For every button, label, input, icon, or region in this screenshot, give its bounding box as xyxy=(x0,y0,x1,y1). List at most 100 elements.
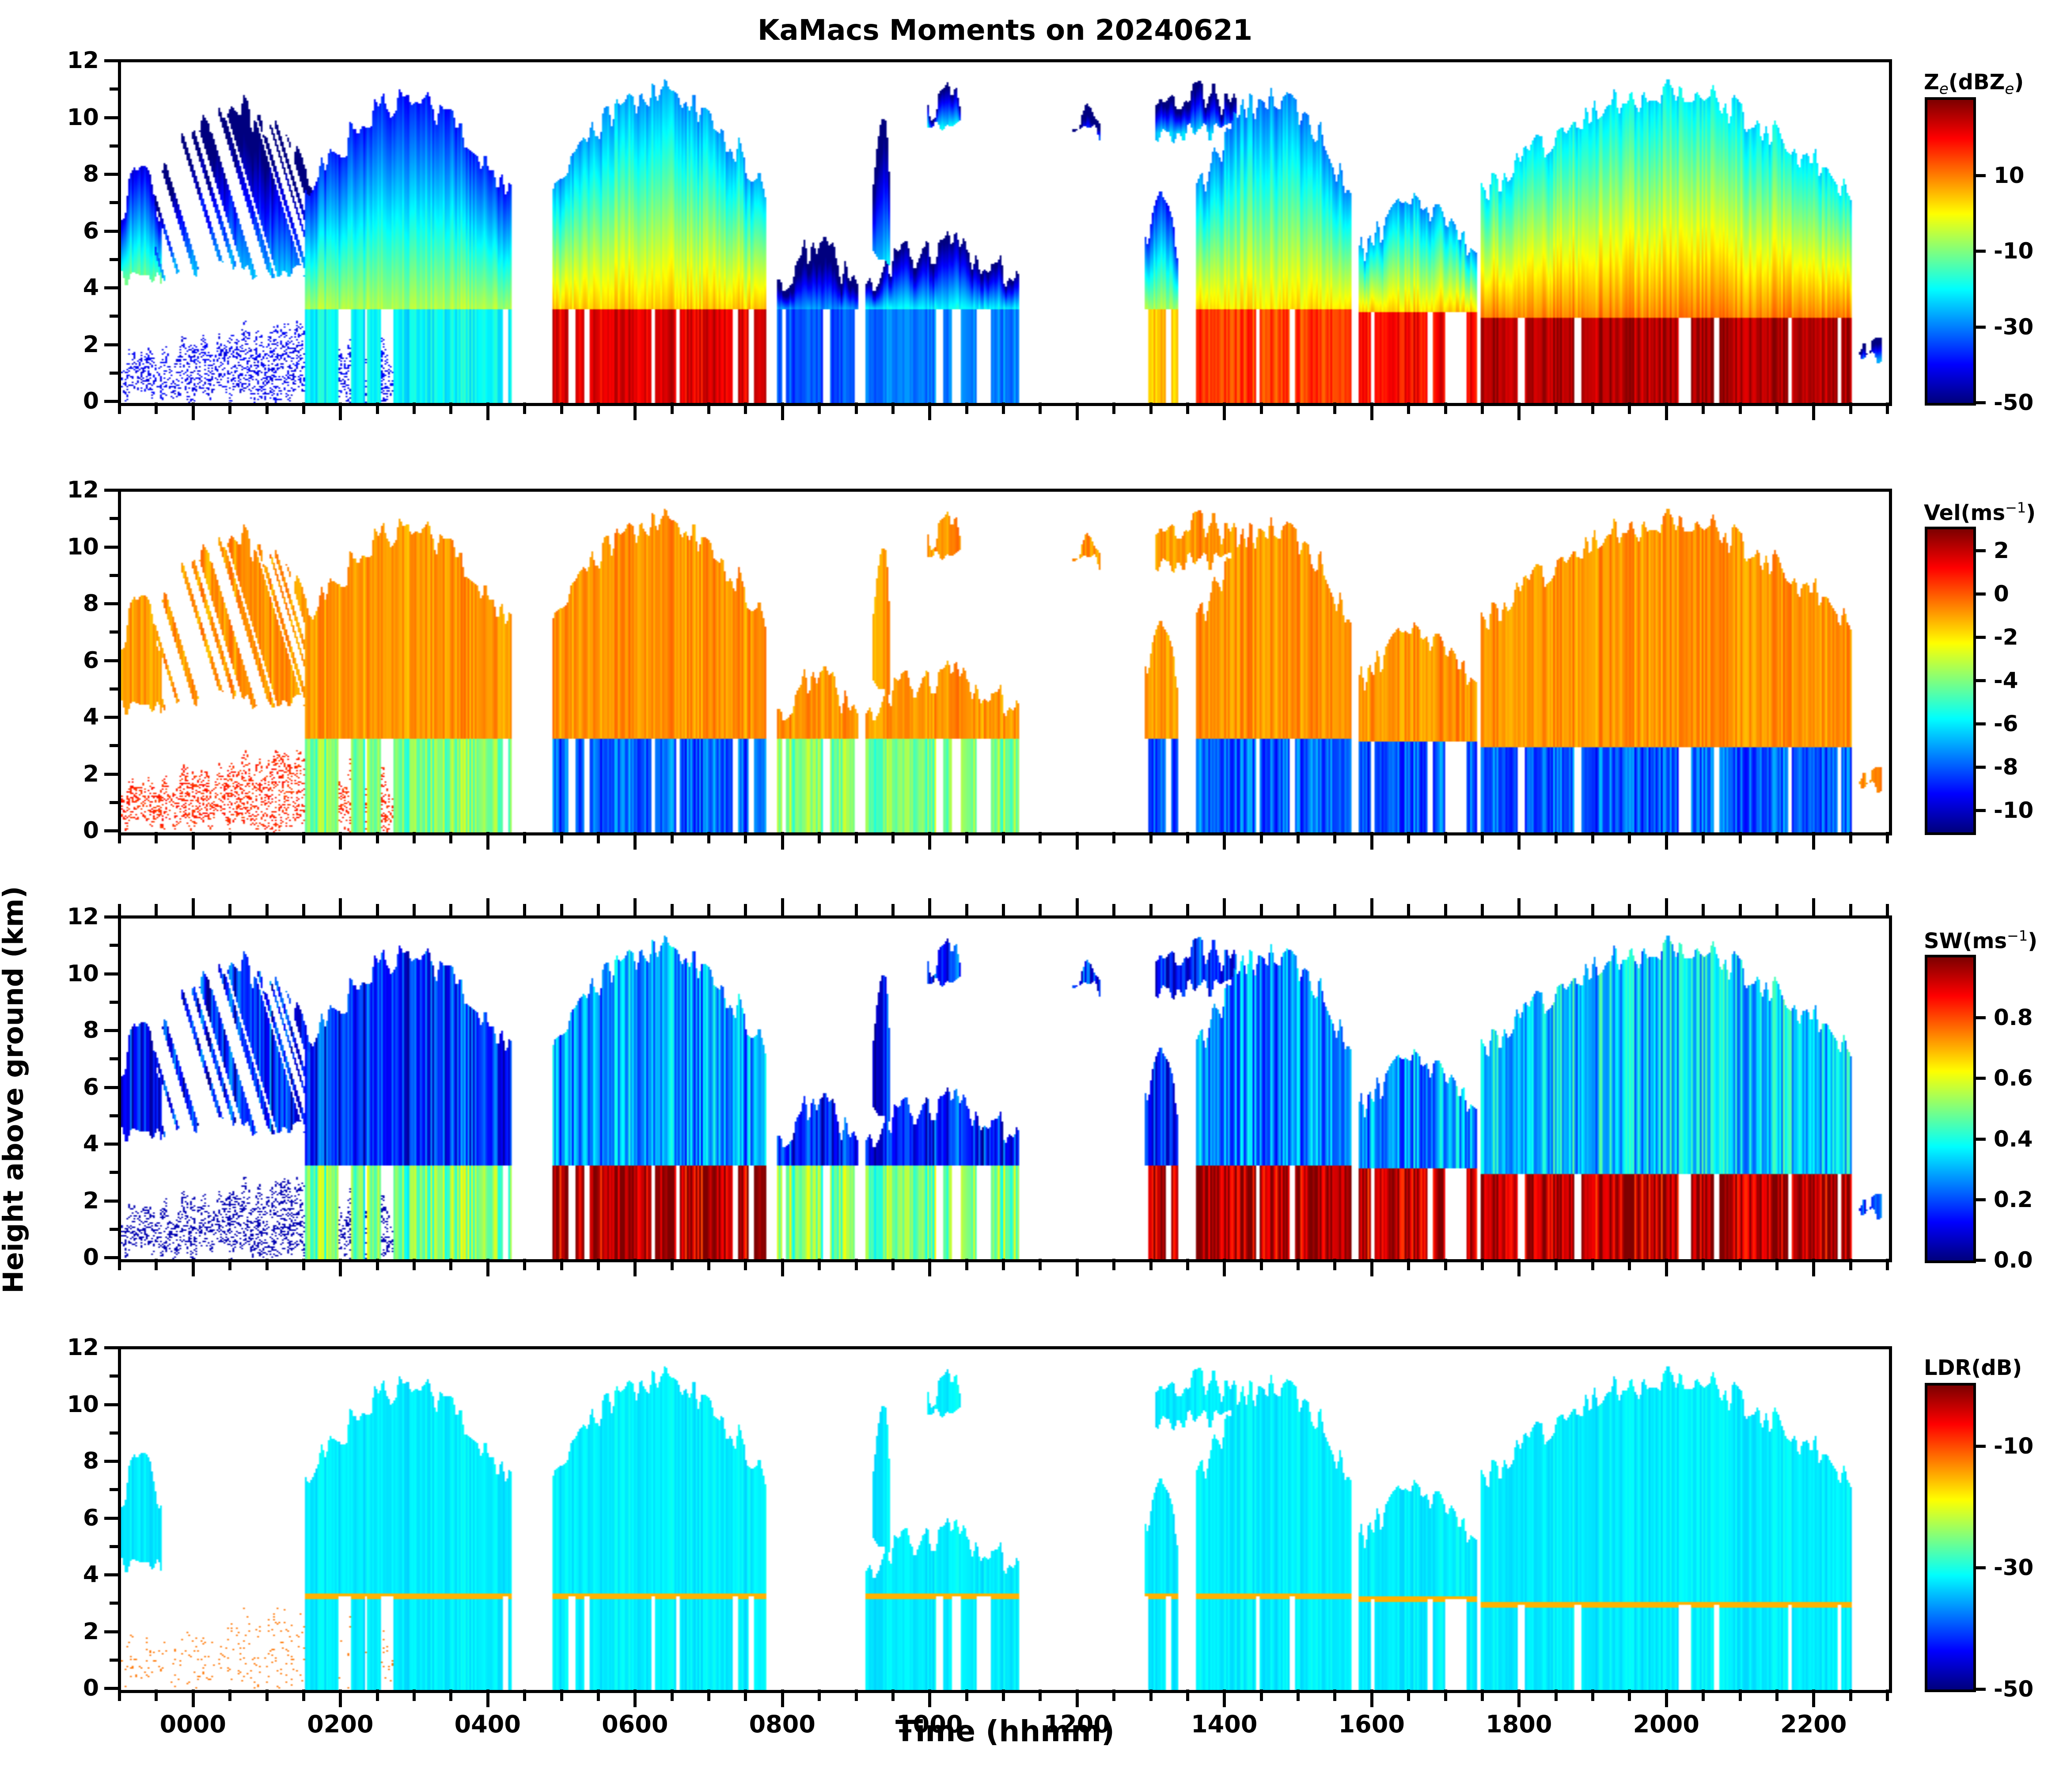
colorbar-tick-label: 0.8 xyxy=(1994,1005,2033,1031)
x-minor-tick xyxy=(1407,832,1411,843)
panel-sw: 0 2 4 6 8 10 12 xyxy=(67,898,1892,1276)
colorbar-title-part: ) xyxy=(2014,70,2024,95)
y-tick-label: 0 xyxy=(83,1244,99,1271)
x-minor-tick xyxy=(1112,832,1116,843)
x-minor-tick xyxy=(155,402,158,414)
y-tick-label: 0 xyxy=(83,817,99,844)
colorbar-frame xyxy=(1925,955,1976,1263)
x-major-tick xyxy=(1665,402,1668,420)
x-minor-tick xyxy=(523,832,527,843)
x-top-minor-tick xyxy=(1886,904,1889,915)
y-minor-tick xyxy=(110,573,119,577)
x-major-tick xyxy=(1517,1689,1521,1707)
x-minor-tick xyxy=(1554,1689,1558,1701)
x-major-tick xyxy=(339,832,342,850)
x-minor-tick xyxy=(265,1689,269,1701)
colorbar-tick-label: -2 xyxy=(1994,624,2018,650)
x-minor-tick xyxy=(891,832,895,843)
x-minor-tick xyxy=(1480,1259,1484,1270)
x-minor-tick xyxy=(891,1689,895,1701)
x-minor-tick xyxy=(265,832,269,843)
y-minor-tick xyxy=(110,1374,119,1378)
x-minor-tick xyxy=(302,832,305,843)
x-top-minor-tick xyxy=(1297,904,1300,915)
colorbar-tick xyxy=(1976,1198,1986,1201)
y-tick-label: 10 xyxy=(67,960,99,987)
x-major-tick xyxy=(928,1259,932,1276)
colorbar-title-sw: SW(ms−1) xyxy=(1924,927,2037,953)
x-minor-tick xyxy=(1886,1259,1889,1270)
x-minor-tick xyxy=(1591,832,1594,843)
x-minor-tick xyxy=(1480,832,1484,843)
y-tick-label: 2 xyxy=(83,1187,99,1214)
x-minor-tick xyxy=(965,402,968,414)
x-minor-tick xyxy=(1297,1259,1300,1270)
x-minor-tick xyxy=(818,402,821,414)
x-major-tick xyxy=(1075,1689,1079,1707)
y-tick-label: 6 xyxy=(83,1504,99,1531)
y-axis-label: Height above ground (km) xyxy=(0,886,30,1294)
x-major-tick xyxy=(1812,832,1816,850)
x-minor-tick xyxy=(1149,1259,1153,1270)
x-minor-tick xyxy=(670,1689,674,1701)
colorbar-tick xyxy=(1976,1688,1986,1691)
y-major-tick xyxy=(104,915,119,919)
y-major-tick xyxy=(104,116,119,119)
colorbar-title-part: ) xyxy=(2026,501,2036,525)
x-minor-tick xyxy=(228,1689,232,1701)
colorbar-title-part: Z xyxy=(1924,70,1939,95)
x-minor-tick xyxy=(1480,402,1484,414)
x-top-minor-tick xyxy=(523,904,527,915)
y-tick-label: 12 xyxy=(67,47,99,74)
x-minor-tick xyxy=(965,832,968,843)
x-major-tick xyxy=(486,1259,489,1276)
x-minor-tick xyxy=(707,832,710,843)
y-major-tick xyxy=(104,1630,119,1633)
x-major-tick xyxy=(191,1689,195,1707)
x-top-minor-tick xyxy=(265,904,269,915)
colorbar-tick-label: -10 xyxy=(1994,238,2034,264)
x-tick-label: 1000 xyxy=(896,1710,963,1738)
x-minor-tick xyxy=(1775,1689,1779,1701)
x-top-minor-tick xyxy=(1002,904,1005,915)
y-major-tick xyxy=(104,602,119,605)
x-minor-tick xyxy=(1149,832,1153,843)
y-tick-label: 4 xyxy=(83,1561,99,1588)
colorbar-title-part: −1 xyxy=(2007,927,2028,944)
x-top-minor-tick xyxy=(1702,904,1705,915)
x-minor-tick xyxy=(155,1259,158,1270)
x-minor-tick xyxy=(596,1689,600,1701)
x-tick-label: 2200 xyxy=(1780,1710,1847,1738)
x-minor-tick xyxy=(744,1259,747,1270)
x-minor-tick xyxy=(1738,1689,1742,1701)
y-tick-label: 10 xyxy=(67,104,99,131)
x-minor-tick xyxy=(155,1689,158,1701)
x-minor-tick xyxy=(1112,1259,1116,1270)
colorbar-tick xyxy=(1976,401,1986,404)
x-minor-tick xyxy=(228,832,232,843)
x-minor-tick xyxy=(118,402,121,414)
x-top-minor-tick xyxy=(302,904,305,915)
y-major-tick xyxy=(104,286,119,289)
x-minor-tick xyxy=(1039,1689,1042,1701)
x-minor-tick xyxy=(375,402,379,414)
y-major-tick xyxy=(104,1346,119,1349)
colorbar-title-part: ) xyxy=(2028,929,2038,953)
y-major-tick xyxy=(104,1256,119,1259)
y-minor-tick xyxy=(110,687,119,691)
x-major-tick xyxy=(781,402,784,420)
colorbar-tick-label: 0.0 xyxy=(1994,1247,2033,1273)
x-top-minor-tick xyxy=(818,904,821,915)
colorbar-tick xyxy=(1976,592,1986,596)
x-top-major-tick xyxy=(1517,898,1521,916)
x-minor-tick xyxy=(560,1689,563,1701)
x-top-minor-tick xyxy=(413,904,416,915)
x-minor-tick xyxy=(1407,1689,1411,1701)
x-top-minor-tick xyxy=(1554,904,1558,915)
x-major-tick xyxy=(928,402,932,420)
x-minor-tick xyxy=(1554,1259,1558,1270)
x-minor-tick xyxy=(1002,402,1005,414)
x-top-minor-tick xyxy=(560,904,563,915)
x-major-tick xyxy=(339,1689,342,1707)
x-tick-label: 0000 xyxy=(159,1710,226,1738)
